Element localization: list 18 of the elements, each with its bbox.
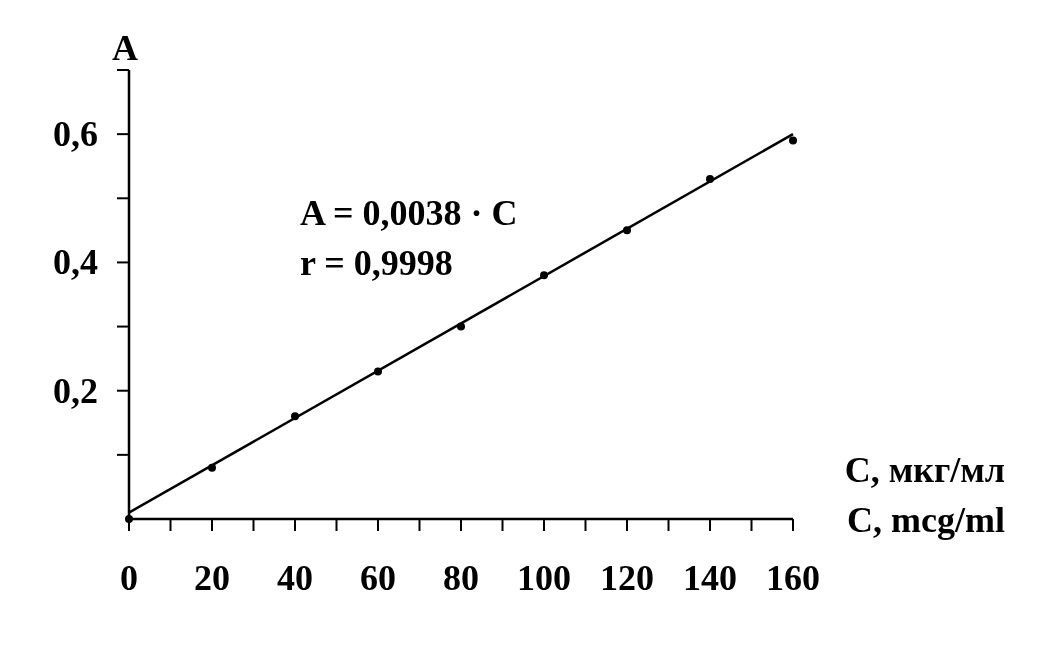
point (789, 136, 797, 145)
x-tick-label: 160 (766, 558, 820, 598)
y-tick-label: 0,4 (53, 242, 98, 283)
x-axis-title: C, мкг/мл C, mcg/ml (844, 450, 1005, 540)
x-tick-label: 60 (360, 558, 396, 598)
x-tick-label: 20 (194, 558, 230, 598)
y-tick-label: 0,6 (53, 114, 98, 155)
y-axis-title: A (112, 28, 138, 68)
x-tick-label: 80 (443, 558, 479, 598)
annotation: A = 0,0038 · C (300, 193, 518, 233)
x-tick-label: 40 (277, 558, 313, 598)
x-tick-label: 140 (683, 558, 737, 598)
annotation: r = 0,9998 (300, 243, 453, 283)
x-tick-label: 120 (600, 558, 654, 598)
point (125, 515, 133, 523)
y-tick-label: 0,2 (53, 370, 98, 411)
x-tick-label: 0 (120, 558, 138, 598)
x-tick-label: 100 (517, 558, 571, 598)
